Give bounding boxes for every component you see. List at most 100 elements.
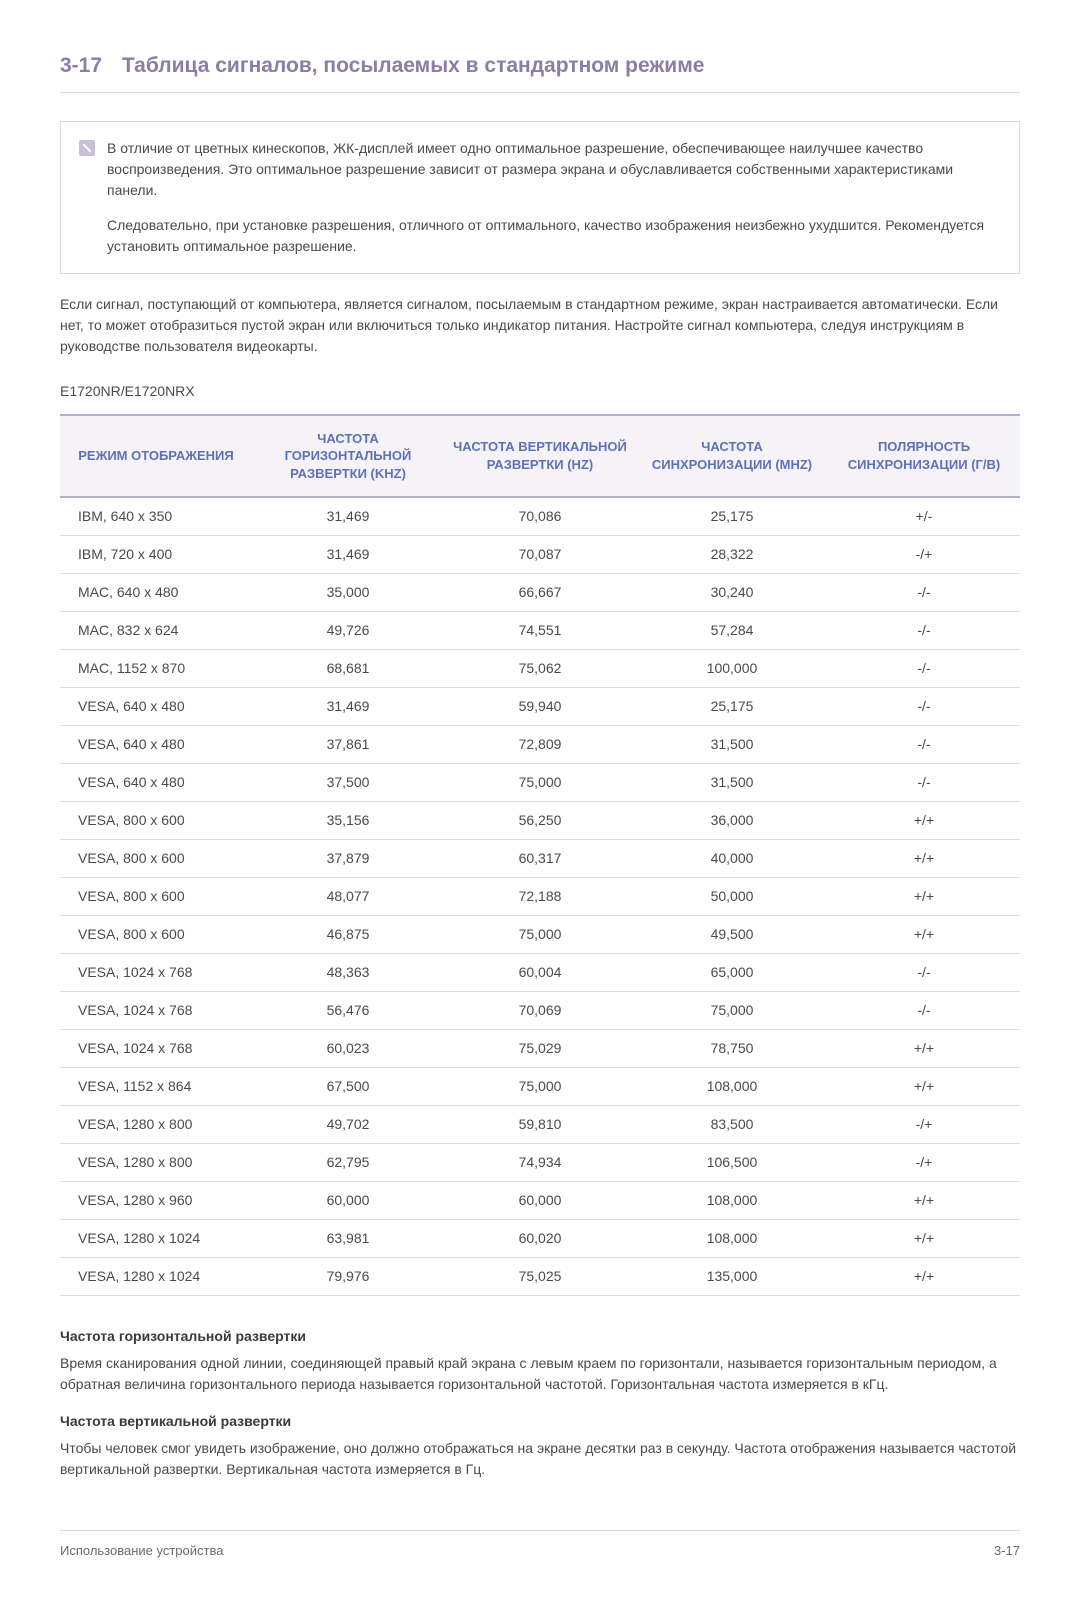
table-cell: 60,004 xyxy=(444,954,636,992)
table-row: VESA, 800 x 60048,07772,18850,000+/+ xyxy=(60,878,1020,916)
table-cell: 59,810 xyxy=(444,1106,636,1144)
table-cell: 68,681 xyxy=(252,650,444,688)
footer-right: 3-17 xyxy=(994,1541,1020,1561)
table-cell: +/- xyxy=(828,497,1020,536)
table-cell: 28,322 xyxy=(636,536,828,574)
table-cell: +/+ xyxy=(828,840,1020,878)
table-row: VESA, 640 x 48037,50075,00031,500-/- xyxy=(60,764,1020,802)
def-paragraph-1: Время сканирования одной линии, соединяю… xyxy=(60,1353,1020,1395)
table-cell: 37,500 xyxy=(252,764,444,802)
table-cell: 60,000 xyxy=(252,1182,444,1220)
note-text: В отличие от цветных кинескопов, ЖК-дисп… xyxy=(107,138,1001,257)
table-cell: 67,500 xyxy=(252,1068,444,1106)
table-cell: 78,750 xyxy=(636,1030,828,1068)
table-cell: 65,000 xyxy=(636,954,828,992)
table-cell: -/+ xyxy=(828,1144,1020,1182)
note-box: В отличие от цветных кинескопов, ЖК-дисп… xyxy=(60,121,1020,274)
section-title: 3-17 Таблица сигналов, посылаемых в стан… xyxy=(60,50,1020,93)
table-cell: +/+ xyxy=(828,878,1020,916)
table-row: VESA, 1280 x 80049,70259,81083,500-/+ xyxy=(60,1106,1020,1144)
table-cell: MAC, 1152 x 870 xyxy=(60,650,252,688)
table-header-cell: ЧАСТОТА ВЕРТИКАЛЬНОЙ РАЗВЕРТКИ (HZ) xyxy=(444,415,636,498)
table-cell: -/+ xyxy=(828,536,1020,574)
page-footer: Использование устройства 3-17 xyxy=(60,1530,1020,1561)
table-row: VESA, 640 x 48037,86172,80931,500-/- xyxy=(60,726,1020,764)
table-cell: -/- xyxy=(828,688,1020,726)
table-header-cell: ПОЛЯРНОСТЬ СИНХРОНИЗАЦИИ (Г/В) xyxy=(828,415,1020,498)
note-icon xyxy=(79,140,95,156)
table-cell: VESA, 800 x 600 xyxy=(60,916,252,954)
table-cell: 74,551 xyxy=(444,612,636,650)
table-cell: +/+ xyxy=(828,1182,1020,1220)
table-cell: -/- xyxy=(828,992,1020,1030)
table-cell: 75,000 xyxy=(636,992,828,1030)
section-title-text: Таблица сигналов, посылаемых в стандартн… xyxy=(122,54,705,77)
def-paragraph-2: Чтобы человек смог увидеть изображение, … xyxy=(60,1438,1020,1480)
table-cell: MAC, 640 x 480 xyxy=(60,574,252,612)
table-cell: VESA, 1280 x 800 xyxy=(60,1144,252,1182)
table-row: MAC, 640 x 48035,00066,66730,240-/- xyxy=(60,574,1020,612)
table-cell: -/- xyxy=(828,650,1020,688)
table-header-cell: ЧАСТОТА СИНХРОНИЗАЦИИ (MHZ) xyxy=(636,415,828,498)
table-row: VESA, 1024 x 76848,36360,00465,000-/- xyxy=(60,954,1020,992)
table-cell: VESA, 1024 x 768 xyxy=(60,954,252,992)
footer-left: Использование устройства xyxy=(60,1541,223,1561)
table-cell: 49,500 xyxy=(636,916,828,954)
table-row: VESA, 640 x 48031,46959,94025,175-/- xyxy=(60,688,1020,726)
table-cell: 75,029 xyxy=(444,1030,636,1068)
table-cell: 108,000 xyxy=(636,1182,828,1220)
table-cell: 31,469 xyxy=(252,688,444,726)
table-cell: 72,188 xyxy=(444,878,636,916)
table-cell: IBM, 720 x 400 xyxy=(60,536,252,574)
table-cell: 48,363 xyxy=(252,954,444,992)
def-heading-1: Частота горизонтальной развертки xyxy=(60,1326,1020,1347)
table-cell: 37,879 xyxy=(252,840,444,878)
def-heading-2: Частота вертикальной развертки xyxy=(60,1411,1020,1432)
table-cell: 70,069 xyxy=(444,992,636,1030)
table-cell: 75,025 xyxy=(444,1258,636,1296)
table-cell: VESA, 1024 x 768 xyxy=(60,1030,252,1068)
table-row: IBM, 640 x 35031,46970,08625,175+/- xyxy=(60,497,1020,536)
table-cell: 66,667 xyxy=(444,574,636,612)
table-row: VESA, 800 x 60037,87960,31740,000+/+ xyxy=(60,840,1020,878)
table-cell: 31,469 xyxy=(252,497,444,536)
table-cell: 79,976 xyxy=(252,1258,444,1296)
table-cell: 31,500 xyxy=(636,726,828,764)
table-cell: VESA, 1024 x 768 xyxy=(60,992,252,1030)
table-cell: 25,175 xyxy=(636,497,828,536)
table-row: VESA, 1280 x 102463,98160,020108,000+/+ xyxy=(60,1220,1020,1258)
table-cell: 59,940 xyxy=(444,688,636,726)
model-label: E1720NR/E1720NRX xyxy=(60,381,1020,402)
table-cell: 25,175 xyxy=(636,688,828,726)
table-cell: +/+ xyxy=(828,1258,1020,1296)
table-row: VESA, 800 x 60046,87575,00049,500+/+ xyxy=(60,916,1020,954)
table-cell: 74,934 xyxy=(444,1144,636,1182)
table-cell: VESA, 800 x 600 xyxy=(60,840,252,878)
table-cell: 56,250 xyxy=(444,802,636,840)
table-cell: -/- xyxy=(828,954,1020,992)
table-cell: 46,875 xyxy=(252,916,444,954)
table-cell: VESA, 1280 x 800 xyxy=(60,1106,252,1144)
table-cell: 108,000 xyxy=(636,1220,828,1258)
table-cell: 31,469 xyxy=(252,536,444,574)
table-cell: VESA, 1280 x 1024 xyxy=(60,1258,252,1296)
table-head: РЕЖИМ ОТОБРАЖЕНИЯЧАСТОТА ГОРИЗОНТАЛЬНОЙ … xyxy=(60,415,1020,498)
table-cell: IBM, 640 x 350 xyxy=(60,497,252,536)
table-cell: VESA, 640 x 480 xyxy=(60,764,252,802)
table-cell: 75,000 xyxy=(444,916,636,954)
table-row: VESA, 1024 x 76860,02375,02978,750+/+ xyxy=(60,1030,1020,1068)
table-cell: VESA, 640 x 480 xyxy=(60,688,252,726)
table-cell: 70,087 xyxy=(444,536,636,574)
table-cell: +/+ xyxy=(828,1220,1020,1258)
table-row: IBM, 720 x 40031,46970,08728,322-/+ xyxy=(60,536,1020,574)
table-cell: -/+ xyxy=(828,1106,1020,1144)
table-row: VESA, 800 x 60035,15656,25036,000+/+ xyxy=(60,802,1020,840)
table-cell: 50,000 xyxy=(636,878,828,916)
note-paragraph-2: Следовательно, при установке разрешения,… xyxy=(107,215,1001,257)
table-row: MAC, 832 x 62449,72674,55157,284-/- xyxy=(60,612,1020,650)
table-cell: -/- xyxy=(828,574,1020,612)
table-cell: 31,500 xyxy=(636,764,828,802)
table-cell: MAC, 832 x 624 xyxy=(60,612,252,650)
table-cell: 106,500 xyxy=(636,1144,828,1182)
table-cell: +/+ xyxy=(828,1068,1020,1106)
